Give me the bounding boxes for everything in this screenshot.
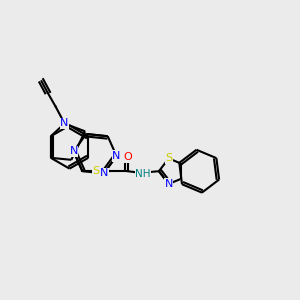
Text: N: N xyxy=(164,179,173,189)
Text: S: S xyxy=(92,166,100,176)
Text: S: S xyxy=(165,153,172,164)
Text: N: N xyxy=(60,118,69,128)
Text: NH: NH xyxy=(136,169,151,179)
Text: O: O xyxy=(123,152,132,162)
Text: N: N xyxy=(100,168,108,178)
Text: N: N xyxy=(69,146,78,157)
Text: N: N xyxy=(112,151,121,161)
